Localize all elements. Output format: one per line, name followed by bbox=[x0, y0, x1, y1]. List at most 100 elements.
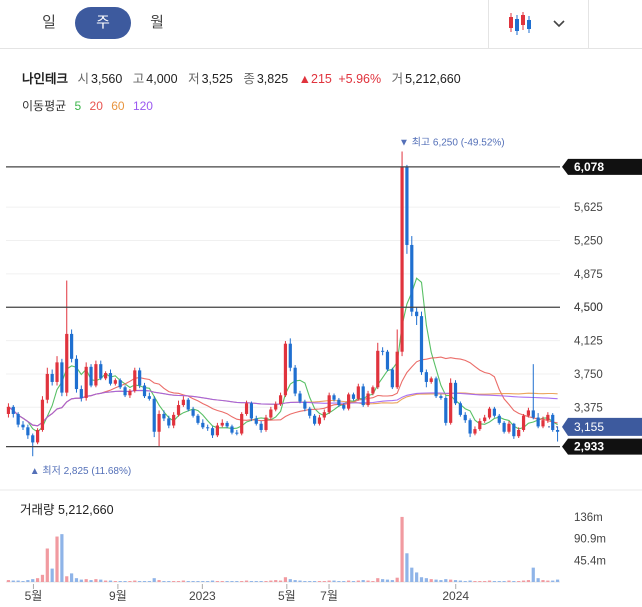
volume-bar[interactable] bbox=[312, 581, 317, 582]
volume-bar[interactable] bbox=[536, 578, 540, 582]
volume-bar[interactable] bbox=[84, 579, 88, 582]
candle-body[interactable] bbox=[278, 395, 283, 405]
candle-body[interactable] bbox=[45, 373, 49, 400]
volume-bar[interactable] bbox=[74, 578, 79, 582]
candle-body[interactable] bbox=[429, 378, 433, 382]
volume-bar[interactable] bbox=[230, 581, 234, 582]
candle-body[interactable] bbox=[274, 404, 278, 410]
candle-body[interactable] bbox=[298, 393, 302, 402]
volume-bar[interactable] bbox=[210, 580, 215, 582]
candle-body[interactable] bbox=[60, 362, 64, 393]
volume-bar[interactable] bbox=[215, 581, 219, 582]
candle-body[interactable] bbox=[118, 380, 122, 388]
candle-body[interactable] bbox=[322, 412, 326, 418]
candle-body[interactable] bbox=[142, 385, 147, 397]
candle-body[interactable] bbox=[361, 386, 365, 406]
candle-body[interactable] bbox=[167, 418, 171, 426]
volume-bar[interactable] bbox=[157, 580, 161, 582]
candle-body[interactable] bbox=[74, 358, 79, 390]
tab-weekly[interactable]: 주 bbox=[75, 7, 131, 39]
candle-body[interactable] bbox=[541, 420, 545, 427]
volume-bar[interactable] bbox=[400, 516, 404, 582]
volume-bar[interactable] bbox=[201, 581, 205, 582]
candle-body[interactable] bbox=[11, 406, 15, 414]
candle-body[interactable] bbox=[176, 405, 181, 415]
volume-bar[interactable] bbox=[405, 553, 409, 582]
volume-bar[interactable] bbox=[337, 581, 341, 582]
candle-body[interactable] bbox=[254, 418, 258, 424]
candle-body[interactable] bbox=[371, 387, 375, 394]
volume-bar[interactable] bbox=[26, 580, 30, 582]
volume-bar[interactable] bbox=[351, 581, 356, 582]
candle-body[interactable] bbox=[35, 429, 40, 443]
volume-bar[interactable] bbox=[70, 573, 74, 582]
volume-bar[interactable] bbox=[244, 580, 249, 582]
volume-bar[interactable] bbox=[317, 581, 322, 582]
volume-bar[interactable] bbox=[113, 581, 117, 582]
candle-body[interactable] bbox=[147, 396, 151, 399]
candle-body[interactable] bbox=[351, 394, 356, 399]
volume-bar[interactable] bbox=[269, 580, 273, 582]
volume-bar[interactable] bbox=[35, 578, 40, 582]
candle-body[interactable] bbox=[162, 413, 166, 419]
candle-body[interactable] bbox=[133, 370, 137, 391]
candle-body[interactable] bbox=[347, 394, 351, 409]
candle-body[interactable] bbox=[16, 413, 20, 425]
candle-body[interactable] bbox=[453, 382, 458, 404]
candle-body[interactable] bbox=[512, 423, 516, 437]
candle-body[interactable] bbox=[186, 399, 190, 410]
candle-body[interactable] bbox=[356, 386, 360, 399]
candle-body[interactable] bbox=[215, 425, 219, 436]
candle-body[interactable] bbox=[551, 414, 555, 430]
candle-body[interactable] bbox=[487, 408, 492, 418]
volume-bar[interactable] bbox=[55, 536, 59, 582]
candle-body[interactable] bbox=[405, 166, 409, 245]
chart-type-selector[interactable] bbox=[500, 8, 580, 40]
volume-bar[interactable] bbox=[21, 581, 25, 582]
volume-bar[interactable] bbox=[327, 580, 331, 582]
volume-bar[interactable] bbox=[473, 581, 477, 582]
volume-bar[interactable] bbox=[128, 581, 132, 582]
tab-monthly[interactable]: 월 bbox=[150, 14, 164, 31]
volume-bar[interactable] bbox=[293, 580, 297, 582]
candle-body[interactable] bbox=[546, 414, 550, 421]
candle-body[interactable] bbox=[536, 417, 540, 427]
candle-body[interactable] bbox=[424, 372, 428, 382]
candle-body[interactable] bbox=[317, 417, 322, 424]
volume-bar[interactable] bbox=[497, 581, 501, 582]
candle-body[interactable] bbox=[492, 408, 496, 416]
candle-body[interactable] bbox=[210, 428, 215, 436]
volume-bar[interactable] bbox=[264, 581, 268, 582]
volume-bar[interactable] bbox=[142, 581, 147, 582]
volume-bar[interactable] bbox=[507, 580, 511, 582]
volume-bar[interactable] bbox=[298, 580, 302, 582]
candle-body[interactable] bbox=[181, 399, 185, 406]
candle-body[interactable] bbox=[50, 373, 54, 382]
volume-bar[interactable] bbox=[546, 580, 550, 582]
volume-bar[interactable] bbox=[376, 578, 380, 582]
candle-body[interactable] bbox=[410, 244, 414, 312]
candle-body[interactable] bbox=[473, 429, 477, 434]
volume-bar[interactable] bbox=[167, 581, 171, 582]
candle-body[interactable] bbox=[21, 424, 25, 428]
candle-body[interactable] bbox=[235, 432, 239, 434]
volume-bar[interactable] bbox=[278, 580, 283, 582]
volume-bar[interactable] bbox=[502, 581, 506, 582]
candle-body[interactable] bbox=[264, 417, 268, 430]
volume-bar[interactable] bbox=[303, 581, 307, 582]
volume-bar[interactable] bbox=[356, 580, 360, 582]
candle-body[interactable] bbox=[225, 422, 229, 427]
candle-body[interactable] bbox=[240, 413, 244, 434]
candle-body[interactable] bbox=[123, 387, 127, 396]
volume-bar[interactable] bbox=[118, 581, 122, 582]
candle-body[interactable] bbox=[283, 343, 288, 396]
candle-body[interactable] bbox=[497, 415, 501, 423]
volume-bar[interactable] bbox=[235, 581, 239, 582]
candle-body[interactable] bbox=[502, 422, 506, 432]
candle-body[interactable] bbox=[40, 399, 45, 430]
volume-bar[interactable] bbox=[104, 580, 108, 582]
candle-body[interactable] bbox=[259, 423, 263, 430]
candle-body[interactable] bbox=[138, 370, 142, 386]
volume-bar[interactable] bbox=[434, 579, 438, 582]
volume-bar[interactable] bbox=[526, 580, 531, 582]
